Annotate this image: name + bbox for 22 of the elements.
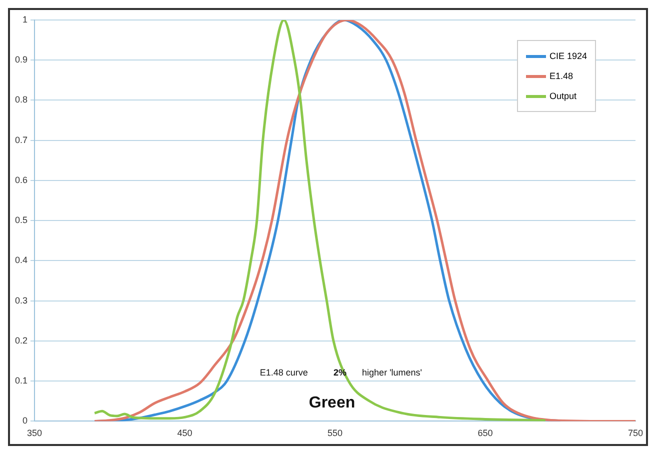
legend-label: E1.48 <box>549 71 573 81</box>
x-tick-label: 550 <box>327 428 343 438</box>
legend-label: CIE 1924 <box>549 51 587 61</box>
y-tick-label: 0 <box>22 416 28 426</box>
annotation: higher 'lumens' <box>362 368 422 378</box>
y-tick-label: 0.4 <box>14 255 28 266</box>
y-tick-label: 0.1 <box>14 376 28 386</box>
y-tick-label: 0.8 <box>14 94 28 105</box>
x-tick-label: 650 <box>478 428 493 438</box>
y-tick-label: 0.5 <box>14 215 28 226</box>
y-tick-label: 0.7 <box>14 134 28 145</box>
y-tick-label: 0.9 <box>14 54 28 65</box>
annotation: E1.48 curve <box>260 368 308 378</box>
x-tick-label: 750 <box>628 428 644 438</box>
y-tick-label: 0.3 <box>14 295 28 306</box>
x-tick-label: 350 <box>26 428 42 438</box>
x-tick-label: 450 <box>177 428 192 438</box>
legend-label: Output <box>549 91 576 101</box>
y-tick-label: 0.6 <box>14 174 28 185</box>
y-tick-label: 0.2 <box>14 335 28 346</box>
annotation: Green <box>308 394 356 412</box>
y-tick-label: 1 <box>22 14 28 24</box>
